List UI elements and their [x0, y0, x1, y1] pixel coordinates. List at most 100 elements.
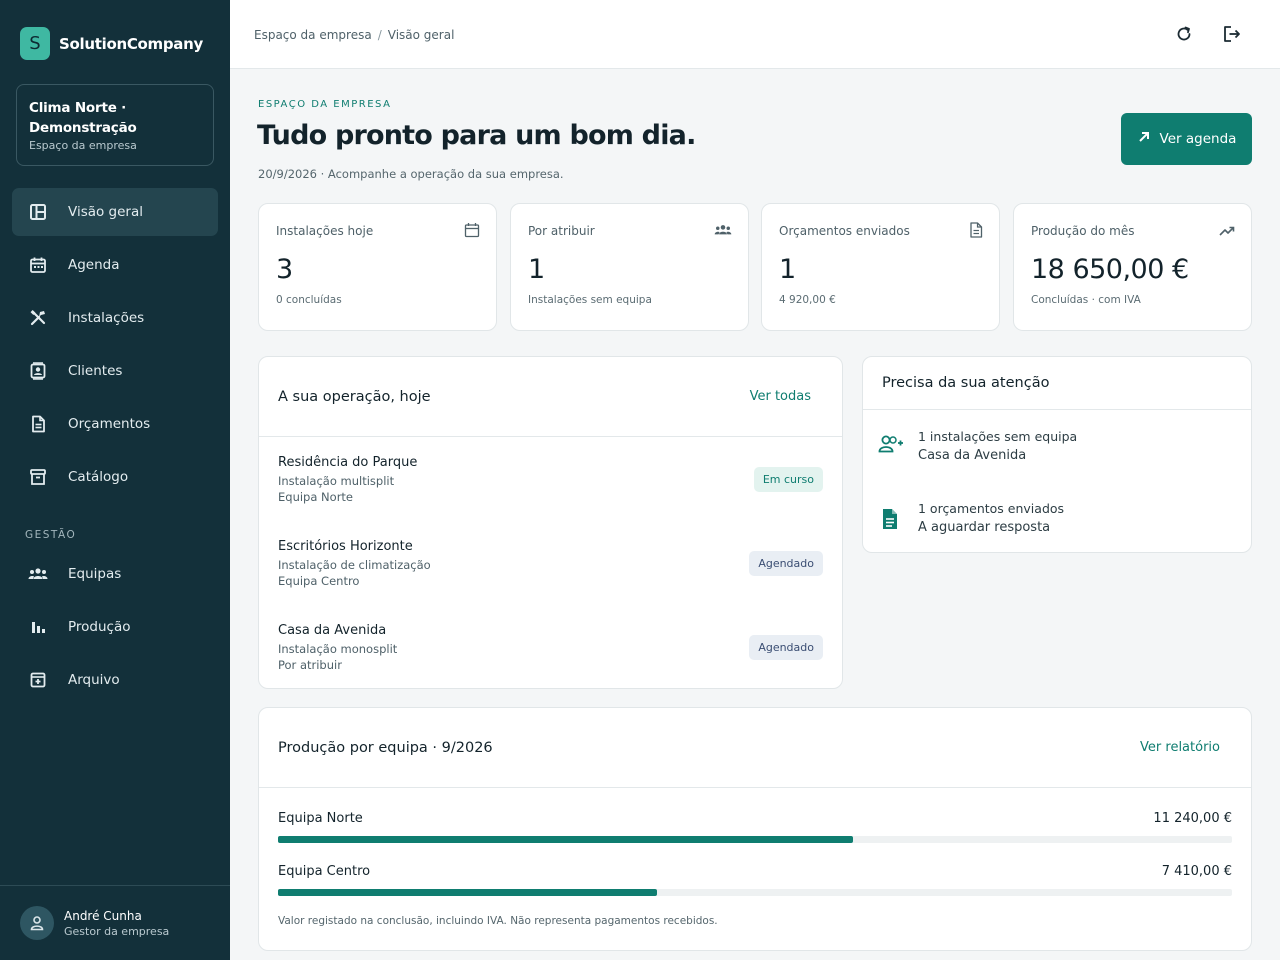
stat-label: Por atribuir: [528, 224, 595, 238]
stat-value: 18 650,00 €: [1031, 254, 1189, 285]
sidebar-item-label: Arquivo: [68, 672, 120, 688]
calendar-icon: [28, 255, 48, 275]
sidebar-item-label: Produção: [68, 619, 131, 635]
layout-icon: [28, 202, 48, 222]
sidebar-item-label: Visão geral: [68, 204, 143, 220]
brand-logo: S: [20, 27, 50, 60]
production-card-header: Produção por equipa · 9/2026 Ver relatór…: [259, 708, 1251, 788]
job-team: Por atribuir: [278, 658, 342, 672]
operation-title: A sua operação, hoje: [278, 388, 431, 405]
sidebar-item-label: Clientes: [68, 363, 123, 379]
arrow-up-right-icon: [1137, 130, 1151, 148]
list-item[interactable]: Residência do Parque Instalação multispl…: [259, 437, 842, 521]
breadcrumb-separator: /: [377, 28, 382, 42]
list-item[interactable]: Escritórios Horizonte Instalação de clim…: [259, 521, 842, 605]
sidebar-item-label: Instalações: [68, 310, 145, 326]
refresh-icon: [1177, 26, 1191, 41]
sidebar-item-visao-geral[interactable]: Visão geral: [12, 188, 218, 236]
sidebar: S SolutionCompany Clima Norte · Demonstr…: [0, 0, 230, 960]
breadcrumb: Espaço da empresa / Visão geral: [254, 28, 454, 42]
list-item[interactable]: Casa da Avenida Instalação monosplit Por…: [259, 605, 842, 689]
operation-card: A sua operação, hoje Ver todas Residênci…: [258, 356, 843, 689]
breadcrumb-current: Visão geral: [387, 28, 455, 42]
stat-card-instalacoes-hoje: Instalações hoje 3 0 concluídas: [258, 203, 497, 331]
document-icon: [969, 222, 983, 242]
breadcrumb-root[interactable]: Espaço da empresa: [254, 28, 372, 42]
company-subtitle: Espaço da empresa: [29, 139, 137, 152]
main-nav: Visão geral Agenda Instalações Clientes …: [12, 188, 218, 506]
group-icon: [714, 222, 732, 241]
production-title: Produção por equipa · 9/2026: [278, 739, 493, 756]
progress-track: [278, 889, 1232, 896]
team-production-row: Equipa Centro 7 410,00 €: [259, 864, 1251, 896]
user-profile[interactable]: André Cunha Gestor da empresa: [0, 885, 230, 960]
page-eyebrow: ESPAÇO DA EMPRESA: [258, 99, 392, 110]
sidebar-item-producao[interactable]: Produção: [12, 603, 218, 651]
stat-value: 1: [528, 254, 545, 285]
document-icon: [28, 414, 48, 434]
attention-line2: A aguardar resposta: [918, 520, 1051, 535]
stat-card-orcamentos-enviados: Orçamentos enviados 1 4 920,00 €: [761, 203, 1000, 331]
sidebar-item-clientes[interactable]: Clientes: [12, 347, 218, 395]
ver-relatorio-link[interactable]: Ver relatório: [1140, 740, 1220, 755]
status-badge: Em curso: [753, 467, 823, 492]
management-nav: Equipas Produção Arquivo: [12, 550, 218, 709]
page-subtitle: 20/9/2026 · Acompanhe a operação da sua …: [258, 167, 564, 181]
job-type: Instalação monosplit: [278, 642, 398, 656]
team-amount: 7 410,00 €: [1161, 864, 1232, 879]
job-name: Residência do Parque: [278, 455, 418, 470]
avatar: [20, 906, 54, 940]
company-name: Clima Norte · Demonstração: [29, 100, 137, 136]
sidebar-item-catalogo[interactable]: Catálogo: [12, 453, 218, 501]
sidebar-item-equipas[interactable]: Equipas: [12, 550, 218, 598]
list-item[interactable]: 1 orçamentos enviados A aguardar respost…: [863, 482, 1251, 554]
attention-card: Precisa da sua atenção 1 instalações sem…: [862, 356, 1252, 553]
stat-note: Concluídas · com IVA: [1031, 294, 1141, 306]
company-switcher[interactable]: Clima Norte · Demonstração Espaço da emp…: [16, 84, 214, 166]
sidebar-item-label: Equipas: [68, 566, 122, 582]
add-user-icon: [878, 434, 904, 458]
contacts-icon: [28, 361, 48, 381]
stat-value: 3: [276, 254, 293, 285]
stat-label: Produção do mês: [1031, 224, 1135, 238]
page-title: Tudo pronto para um bom dia.: [257, 120, 696, 151]
brand-name: SolutionCompany: [59, 34, 203, 53]
bar-chart-icon: [28, 617, 48, 637]
stat-card-producao-mes: Produção do mês 18 650,00 € Concluídas ·…: [1013, 203, 1252, 331]
topbar: Espaço da empresa / Visão geral: [230, 0, 1280, 69]
brand[interactable]: S SolutionCompany: [20, 27, 203, 60]
sidebar-item-agenda[interactable]: Agenda: [12, 241, 218, 289]
stat-value: 1: [779, 254, 796, 285]
ver-agenda-label: Ver agenda: [1159, 131, 1237, 147]
logout-icon: [1224, 26, 1240, 42]
production-card: Produção por equipa · 9/2026 Ver relatór…: [258, 707, 1252, 951]
ver-todas-link[interactable]: Ver todas: [749, 389, 811, 404]
team-name: Equipa Norte: [278, 811, 363, 826]
section-label-gestao: GESTÃO: [25, 529, 77, 541]
user-name: André Cunha: [64, 908, 142, 923]
attention-title: Precisa da sua atenção: [882, 375, 1050, 391]
calendar-icon: [464, 222, 480, 242]
job-type: Instalação multisplit: [278, 474, 395, 488]
ver-agenda-button[interactable]: Ver agenda: [1121, 113, 1252, 165]
sidebar-item-arquivo[interactable]: Arquivo: [12, 656, 218, 704]
user-role: Gestor da empresa: [64, 924, 170, 938]
attention-card-header: Precisa da sua atenção: [863, 357, 1251, 410]
sidebar-item-label: Catálogo: [68, 469, 129, 485]
stat-note: Instalações sem equipa: [528, 294, 652, 306]
user-icon: [30, 916, 44, 931]
job-name: Casa da Avenida: [278, 623, 387, 638]
attention-line2: Casa da Avenida: [918, 448, 1027, 463]
sidebar-item-label: Agenda: [68, 257, 120, 273]
list-item[interactable]: 1 instalações sem equipa Casa da Avenida: [863, 410, 1251, 482]
team-name: Equipa Centro: [278, 864, 371, 879]
team-production-row: Equipa Norte 11 240,00 €: [259, 811, 1251, 843]
logout-button[interactable]: [1220, 22, 1244, 46]
sidebar-item-instalacoes[interactable]: Instalações: [12, 294, 218, 342]
stat-label: Orçamentos enviados: [779, 224, 910, 238]
sidebar-item-orcamentos[interactable]: Orçamentos: [12, 400, 218, 448]
refresh-button[interactable]: [1172, 22, 1196, 46]
status-badge: Agendado: [749, 551, 823, 576]
production-footnote: Valor registado na conclusão, incluindo …: [278, 915, 718, 927]
stat-note: 0 concluídas: [276, 294, 342, 306]
